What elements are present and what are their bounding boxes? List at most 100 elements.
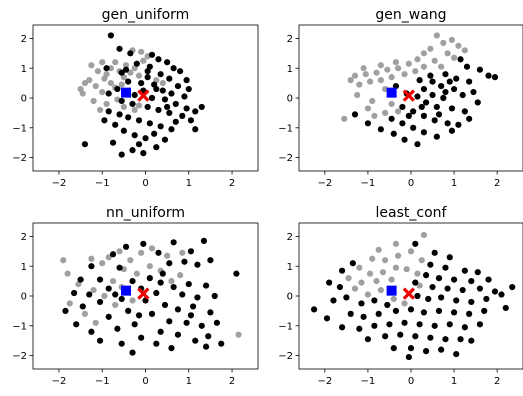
unlabeled-point [360,65,367,72]
unlabeled-point [146,263,153,270]
labeled-point [420,85,428,93]
labeled-point [429,283,436,291]
unlabeled-point [109,278,117,285]
labeled-point [448,105,456,112]
labeled-point [433,103,440,111]
labeled-point [88,263,95,270]
labeled-point [194,261,201,268]
labeled-point [202,282,210,289]
labeled-point [198,322,205,329]
labeled-point [450,276,458,283]
unlabeled-point [382,109,389,116]
labeled-point [192,126,199,133]
unlabeled-point [392,264,400,271]
labeled-point [326,279,333,286]
labeled-point [96,276,104,283]
x-tick-label: 0 [142,376,148,387]
labeled-point [140,240,147,247]
unlabeled-point [179,249,186,256]
y-tick-label: −2 [278,351,293,362]
labeled-point [468,337,475,344]
x-tick-label: 1 [451,376,457,387]
labeled-point [358,300,365,307]
labeled-point [446,254,453,261]
labeled-point [151,130,158,137]
true-center-marker [402,287,415,300]
labeled-point [183,77,190,84]
labeled-point [179,291,186,298]
unlabeled-point [369,255,376,262]
labeled-point [153,85,160,93]
subplot-nn-uniform: nn_uniform −2 −1 0 1 2 −2 −1 0 1 2 [12,205,259,387]
labeled-point [161,96,169,103]
unlabeled-point [341,115,348,122]
labeled-point [390,130,397,137]
unlabeled-point [120,103,127,111]
unlabeled-point [373,278,380,285]
unlabeled-point [358,279,365,286]
labeled-point [161,301,169,309]
labeled-point [470,88,477,96]
y-tick-label: 0 [21,292,27,303]
labeled-point [435,307,443,314]
labeled-point [155,249,162,256]
labeled-point [425,295,432,303]
labeled-point [131,91,138,99]
subplot-title: gen_uniform [102,7,190,23]
unlabeled-point [418,257,425,264]
x-tick-label: −2 [52,178,67,189]
labeled-point [431,322,438,329]
estimated-center-marker [386,285,397,296]
labeled-point [153,289,160,297]
unlabeled-point [64,270,71,277]
labeled-point [155,106,162,114]
labeled-point [386,321,393,328]
labeled-point [166,318,173,325]
unlabeled-point [379,269,387,276]
y-tick-label: 1 [287,262,293,273]
x-tick-label: −2 [52,376,67,387]
labeled-point [125,307,132,314]
labeled-point [105,90,112,97]
unlabeled-point [448,36,456,43]
labeled-point [135,117,143,124]
unlabeled-point [105,254,112,261]
unlabeled-point [127,257,134,264]
subplot-gen-uniform: gen_uniform −2 −1 0 1 2 −2 −1 0 1 2 [12,7,259,189]
unlabeled-point [148,245,156,252]
labeled-point [414,141,421,148]
unlabeled-point [369,97,376,105]
labeled-point [429,78,436,85]
unlabeled-point [420,50,428,57]
labeled-point [412,333,419,340]
unlabeled-point [394,108,402,115]
unlabeled-point [388,100,395,108]
labeled-point [213,319,220,326]
labeled-point [148,310,156,317]
y-tick-label: −2 [12,351,27,362]
labeled-point [392,82,400,90]
labeled-point [485,72,492,79]
unlabeled-point [127,69,134,76]
labeled-point [116,45,123,52]
labeled-point [407,306,415,313]
unlabeled-point [427,45,434,52]
x-tick-label: 1 [451,178,457,189]
labeled-point [179,112,186,119]
labeled-point [131,321,138,328]
labeled-point [170,65,177,72]
unlabeled-point [416,282,423,289]
labeled-point [109,139,117,146]
labeled-point [116,264,123,271]
unlabeled-point [90,286,97,294]
plot-area [77,32,205,158]
labeled-point [483,295,490,303]
labeled-point [420,309,428,316]
x-tick-label: 2 [494,178,500,189]
labeled-point [468,298,475,306]
labeled-point [476,321,484,328]
labeled-point [422,348,430,355]
unlabeled-point [392,59,400,66]
unlabeled-point [77,85,84,93]
